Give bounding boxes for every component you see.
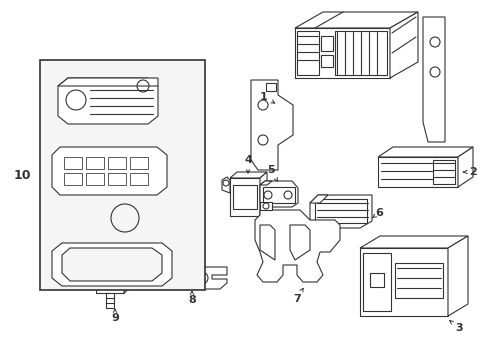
Text: 9: 9 (111, 309, 119, 323)
Text: 8: 8 (188, 291, 196, 305)
Polygon shape (359, 236, 467, 248)
Polygon shape (62, 248, 162, 281)
Bar (86, 173, 104, 185)
Polygon shape (52, 147, 167, 195)
Bar (106, 293, 114, 308)
Bar (130, 157, 148, 169)
Text: 4: 4 (244, 155, 251, 173)
Bar (320, 55, 332, 67)
Polygon shape (254, 210, 339, 282)
Polygon shape (250, 80, 292, 170)
Bar (260, 202, 271, 210)
Bar (369, 273, 383, 287)
Polygon shape (377, 147, 472, 157)
Polygon shape (422, 17, 444, 142)
Polygon shape (389, 12, 417, 78)
Text: 7: 7 (292, 288, 303, 304)
Text: 2: 2 (463, 167, 476, 177)
Bar (314, 199, 366, 223)
Bar (96, 263, 124, 293)
Polygon shape (124, 258, 130, 293)
Polygon shape (289, 225, 309, 260)
Bar (229, 178, 260, 216)
Bar (362, 253, 390, 311)
Bar (296, 31, 318, 75)
Bar (108, 173, 126, 185)
Text: 10: 10 (13, 168, 31, 181)
Polygon shape (52, 243, 172, 286)
Polygon shape (309, 195, 327, 203)
Bar (154, 269, 163, 287)
Bar (64, 173, 82, 185)
Polygon shape (58, 78, 158, 124)
Bar (432, 160, 454, 184)
Polygon shape (260, 225, 274, 260)
Polygon shape (309, 195, 371, 228)
Bar (40, 60, 204, 290)
Polygon shape (222, 177, 229, 193)
Polygon shape (457, 147, 472, 187)
Bar (377, 157, 457, 187)
Polygon shape (96, 258, 130, 263)
Bar (130, 173, 148, 185)
Polygon shape (229, 172, 266, 178)
Polygon shape (447, 236, 467, 316)
Text: 3: 3 (449, 321, 462, 333)
Bar (359, 248, 447, 316)
Polygon shape (294, 12, 417, 28)
Bar (294, 28, 389, 78)
Bar (394, 263, 442, 298)
Bar (334, 31, 386, 75)
Polygon shape (152, 267, 226, 289)
Bar (86, 157, 104, 169)
Text: 5: 5 (266, 165, 277, 181)
Bar (265, 83, 275, 91)
Text: 6: 6 (371, 208, 382, 218)
Polygon shape (260, 181, 271, 185)
Text: 1: 1 (260, 92, 274, 103)
Bar (320, 36, 332, 51)
Polygon shape (260, 181, 297, 207)
Polygon shape (260, 172, 266, 216)
Bar (232, 185, 257, 209)
Bar (263, 187, 294, 203)
Bar (108, 157, 126, 169)
Polygon shape (58, 78, 158, 86)
Bar (64, 157, 82, 169)
